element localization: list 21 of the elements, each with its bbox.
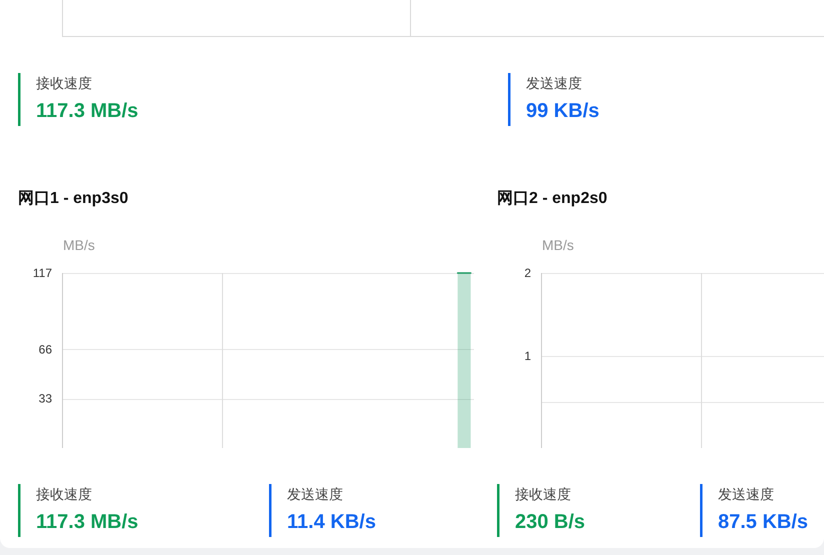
text: 230 B/s xyxy=(515,511,586,533)
y-axis-title: MB/s xyxy=(63,237,95,253)
text: 发送速度 xyxy=(526,75,582,91)
y-tick-label: 33 xyxy=(38,392,52,406)
text: 11.4 KB/s xyxy=(287,511,376,533)
text: 99 KB/s xyxy=(526,100,600,122)
y-tick-label: 66 xyxy=(38,342,52,356)
text: 发送速度 xyxy=(718,486,774,502)
y-tick-label: 1 xyxy=(524,348,532,363)
text: 发送速度 xyxy=(287,486,343,502)
text: 117.3 MB/s xyxy=(36,100,138,122)
y-tick-label: 2 xyxy=(524,266,532,280)
chart-title: 网口2 - enp2s0 xyxy=(497,190,608,207)
y-axis-title: MB/s xyxy=(542,237,574,253)
chart-title: 网口1 - enp3s0 xyxy=(18,190,128,207)
text: 117.3 MB/s xyxy=(36,511,138,533)
text: 87.5 KB/s xyxy=(718,511,808,533)
y-tick-label: 117 xyxy=(32,266,52,280)
text: 接收速度 xyxy=(36,486,92,502)
text: 接收速度 xyxy=(36,75,92,91)
text: 接收速度 xyxy=(515,486,571,502)
